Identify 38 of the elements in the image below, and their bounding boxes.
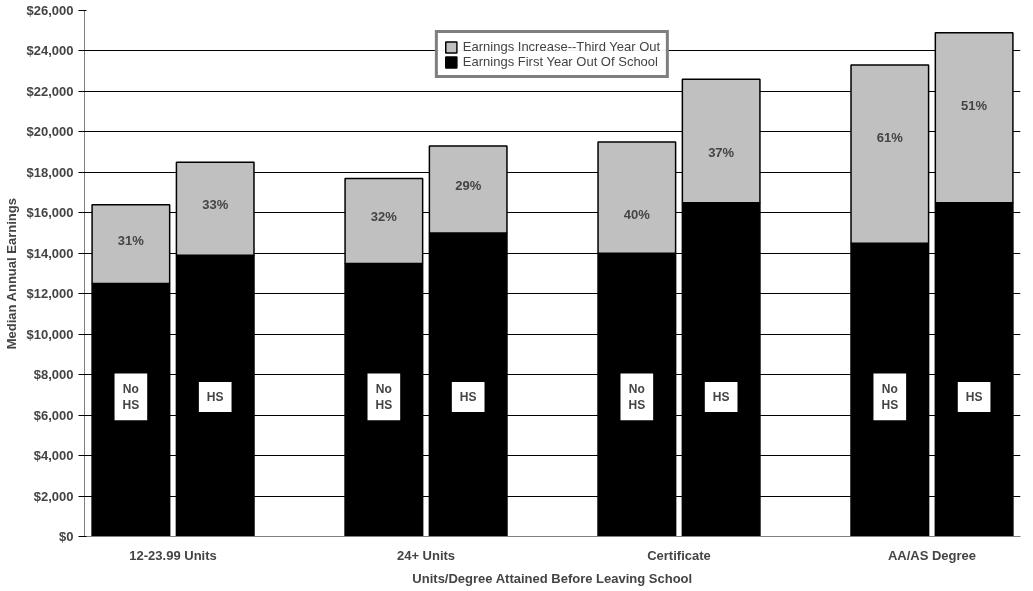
annotation: 32% [370,209,398,225]
annotation: 31% [117,232,145,248]
y-tick-label: $0 [59,529,74,544]
x-tick-label: HS [965,389,983,404]
y-tick-label: $2,000 [33,488,74,504]
text: AA/AS Degree [887,547,977,563]
y-axis-title: Median Annual Earnings [3,198,19,350]
x-tick-label: HS [206,389,224,404]
x-tick-label: No HS [122,381,140,413]
y-tick-label: $26,000 [26,3,74,18]
x-tick-label: HS [459,389,477,404]
x-axis-title: Units/Degree Attained Before Leaving School [412,570,693,586]
text: 12-23.99 Units [129,547,217,563]
y-tick-label: $4,000 [33,448,74,464]
annotation: 40% [623,207,651,223]
legend-label: Earnings Increase--Third Year Out [462,39,661,54]
y-tick-label: $14,000 [26,245,74,261]
y-tick-label: $16,000 [26,205,74,221]
y-tick-label: $8,000 [33,367,74,383]
y-tick-label: $6,000 [33,407,74,423]
y-tick-label: $24,000 [26,43,74,59]
x-tick-label: No HS [375,381,393,413]
annotation: 33% [202,196,229,212]
x-tick-label: No HS [881,381,899,413]
text: Certificate [647,547,711,563]
annotation: 37% [708,144,735,160]
x-tick-label: HS [712,389,730,404]
y-tick-label: $10,000 [26,326,74,342]
y-tick-label: $12,000 [26,286,74,302]
annotation: 61% [876,130,904,146]
annotation: 51% [961,98,988,114]
text: 24+ Units [396,547,456,563]
y-tick-label: $20,000 [26,124,74,140]
legend-label: Earnings First Year Out Of School [462,54,658,69]
y-tick-label: $18,000 [26,164,74,180]
x-tick-label: No HS [628,381,646,413]
annotation: 29% [455,177,482,193]
y-tick-label: $22,000 [26,83,74,99]
